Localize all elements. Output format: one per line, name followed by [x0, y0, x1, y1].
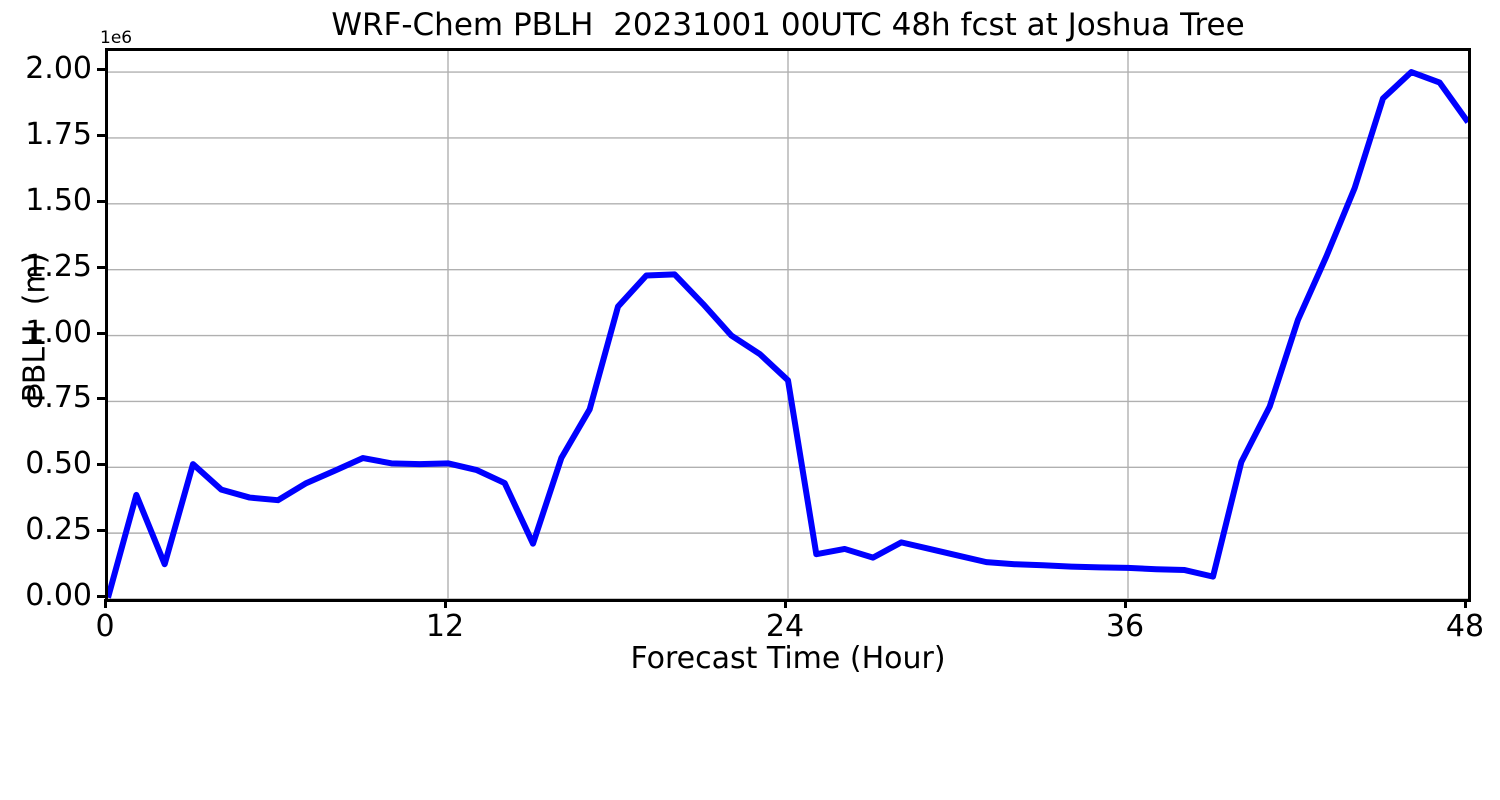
y-tick-label: 1.75: [25, 116, 92, 152]
y-tick-mark: [97, 463, 106, 467]
x-tick-mark: [103, 599, 107, 608]
x-tick-mark: [783, 599, 787, 608]
plot-svg: [108, 51, 1468, 599]
x-axis-label: Forecast Time (Hour): [630, 641, 946, 676]
x-tick-label: 0: [95, 609, 115, 644]
y-axis-label: PBLH (m): [17, 252, 53, 403]
chart-title: WRF-Chem PBLH 20231001 00UTC 48h fcst at…: [331, 7, 1245, 43]
y-tick-label: 2.00: [25, 51, 92, 87]
gridlines: [108, 51, 1468, 599]
y-tick-label: 1.25: [25, 248, 92, 284]
y-tick-mark: [97, 68, 106, 72]
y-tick-mark: [97, 397, 106, 401]
y-tick-mark: [97, 199, 106, 203]
plot-area: [105, 48, 1471, 602]
y-tick-label: 0.00: [25, 578, 92, 613]
y-tick-label: 1.50: [25, 182, 92, 218]
x-tick-label: 48: [1445, 609, 1485, 644]
data-series-group: [108, 69, 1468, 599]
x-tick-label: 24: [765, 609, 805, 644]
y-tick-mark: [97, 331, 106, 335]
y-tick-label: 0.50: [25, 446, 92, 482]
y-tick-label: 1.00: [25, 314, 92, 350]
y-tick-mark: [97, 595, 106, 598]
x-tick-mark: [1123, 599, 1127, 608]
x-tick-label: 36: [1105, 609, 1145, 644]
y-tick-mark: [97, 133, 106, 137]
y-tick-label: 0.75: [25, 380, 92, 416]
x-tick-label: 12: [425, 609, 465, 644]
y-axis-tick-labels: 0.00 0.25 0.50 0.75 1.00 1.25 1.50 1.75 2.00: [0, 0, 106, 800]
y-tick-mark: [97, 529, 106, 533]
data-line-pblh: [108, 69, 1468, 599]
y-tick-mark: [97, 265, 106, 269]
y-tick-label: 0.25: [25, 512, 92, 548]
x-tick-mark: [443, 599, 447, 608]
x-tick-mark: [1463, 599, 1467, 608]
y-axis-offset-text: 1e6: [100, 28, 133, 48]
